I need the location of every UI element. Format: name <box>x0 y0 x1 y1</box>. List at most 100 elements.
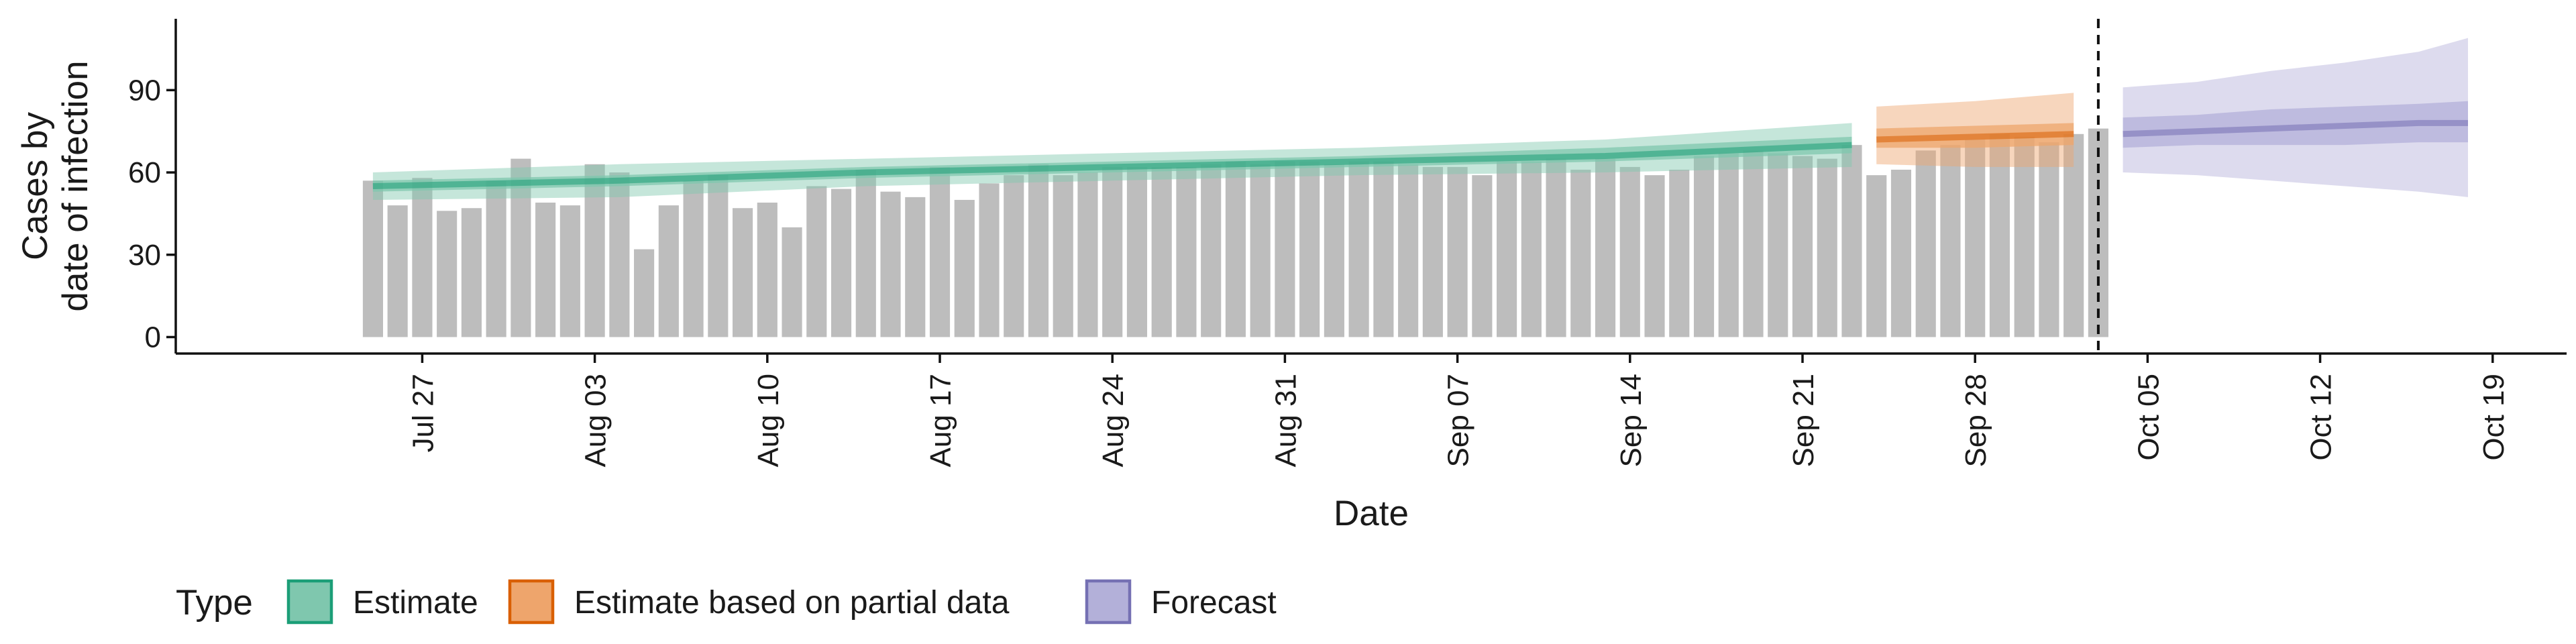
bar <box>1817 158 1837 337</box>
bar <box>1570 169 1591 337</box>
bar <box>1201 164 1222 337</box>
bar <box>830 189 852 337</box>
legend-label: Estimate <box>353 585 478 621</box>
x-tick-label: Aug 24 <box>1097 374 1130 467</box>
bar <box>609 172 630 337</box>
bar <box>412 178 433 337</box>
bar <box>1398 164 1419 337</box>
bar <box>2039 142 2059 337</box>
bar <box>1890 169 1912 337</box>
bar <box>806 186 827 337</box>
bar <box>1324 164 1344 337</box>
y-tick-label: 0 <box>145 321 161 354</box>
bar <box>1521 161 1542 337</box>
y-tick-label: 90 <box>128 74 161 107</box>
bar <box>584 164 605 337</box>
series-1-median-line <box>1876 131 2074 143</box>
bar <box>1348 161 1369 337</box>
series-0-median-line <box>372 142 1852 189</box>
bar <box>559 205 580 337</box>
bar <box>855 169 876 337</box>
bar <box>437 211 458 337</box>
bar <box>1743 150 1764 337</box>
bar <box>1126 166 1148 337</box>
x-tick-label: Sep 28 <box>1960 374 1992 467</box>
legend-item: Forecast <box>1085 579 1277 625</box>
bar <box>1053 175 1073 337</box>
series-2-median-line <box>2123 119 2468 138</box>
bar <box>535 203 556 337</box>
bar <box>1077 172 1098 337</box>
bar <box>1250 164 1271 337</box>
bar <box>1595 158 1616 337</box>
legend-title: Type <box>176 583 253 623</box>
x-tick-label: Aug 03 <box>580 374 612 467</box>
legend-item: Estimate based on partial data <box>508 579 1010 625</box>
legend-swatch <box>508 579 555 625</box>
bar <box>2063 133 2084 337</box>
axes-layer: 0 30 60 90 Jul 27 Aug 03 Aug 10 Aug 17 Aug 24 Aug… <box>15 19 2567 533</box>
bar <box>1472 175 1493 337</box>
y-axis-title-line: date of infection <box>56 60 95 311</box>
bar <box>1102 166 1123 337</box>
bar <box>708 175 729 337</box>
bar <box>1866 175 1887 337</box>
x-tick-label: Jul 27 <box>407 374 439 452</box>
bar <box>1299 161 1320 337</box>
bar <box>634 249 655 337</box>
bar <box>1669 169 1690 337</box>
legend-layer: Type Estimate Estimate based on partial da… <box>176 579 1277 625</box>
bar <box>1619 166 1640 337</box>
bar <box>782 227 802 337</box>
bar <box>954 199 975 337</box>
x-tick-label: Oct 05 <box>2132 374 2165 461</box>
bar <box>733 208 753 337</box>
legend-swatch <box>1085 579 1132 625</box>
bar <box>929 166 951 337</box>
bar <box>1915 150 1936 337</box>
bands-layer <box>372 38 2468 200</box>
y-axis-title: Cases bydate of infection <box>15 60 95 311</box>
legend-label: Estimate based on partial data <box>574 585 1010 621</box>
bar <box>658 205 679 337</box>
bar <box>387 205 408 337</box>
bar <box>979 183 1000 337</box>
x-tick-label: Aug 10 <box>752 374 785 467</box>
legend-item: Estimate <box>286 579 478 625</box>
bar <box>1225 161 1246 337</box>
bar <box>1176 166 1197 337</box>
bars-layer <box>362 128 2108 337</box>
y-axis-title-line: Cases by <box>15 112 55 260</box>
y-tick-label: 60 <box>128 156 161 189</box>
series-2-inner-band <box>2123 101 2468 148</box>
x-axis-title: Date <box>1334 494 1409 533</box>
bar <box>880 191 901 337</box>
x-tick-label: Sep 07 <box>1442 374 1475 467</box>
bar <box>683 180 704 337</box>
x-tick-label: Oct 12 <box>2305 374 2338 461</box>
bar <box>1841 145 1862 337</box>
legend-swatch <box>286 579 333 625</box>
bar <box>1546 158 1566 337</box>
bar <box>1940 145 1961 337</box>
bar <box>1373 161 1394 337</box>
bar <box>1422 166 1443 337</box>
x-tick-label: Aug 31 <box>1269 374 1302 467</box>
bar <box>1151 166 1172 337</box>
bar <box>1792 156 1813 337</box>
x-tick-label: Sep 21 <box>1787 374 1820 467</box>
bar <box>757 203 777 337</box>
bar <box>486 180 506 337</box>
bar <box>1718 153 1739 337</box>
legend-label: Forecast <box>1151 585 1277 621</box>
bar <box>905 197 926 337</box>
bar <box>2014 136 2035 337</box>
x-tick-label: Sep 14 <box>1615 374 1648 467</box>
y-tick-label: 30 <box>128 239 161 272</box>
bar <box>461 208 482 337</box>
bar <box>1965 139 1986 337</box>
bar <box>1028 164 1049 337</box>
x-tick-label: Oct 19 <box>2477 374 2510 461</box>
bar <box>1004 175 1024 337</box>
